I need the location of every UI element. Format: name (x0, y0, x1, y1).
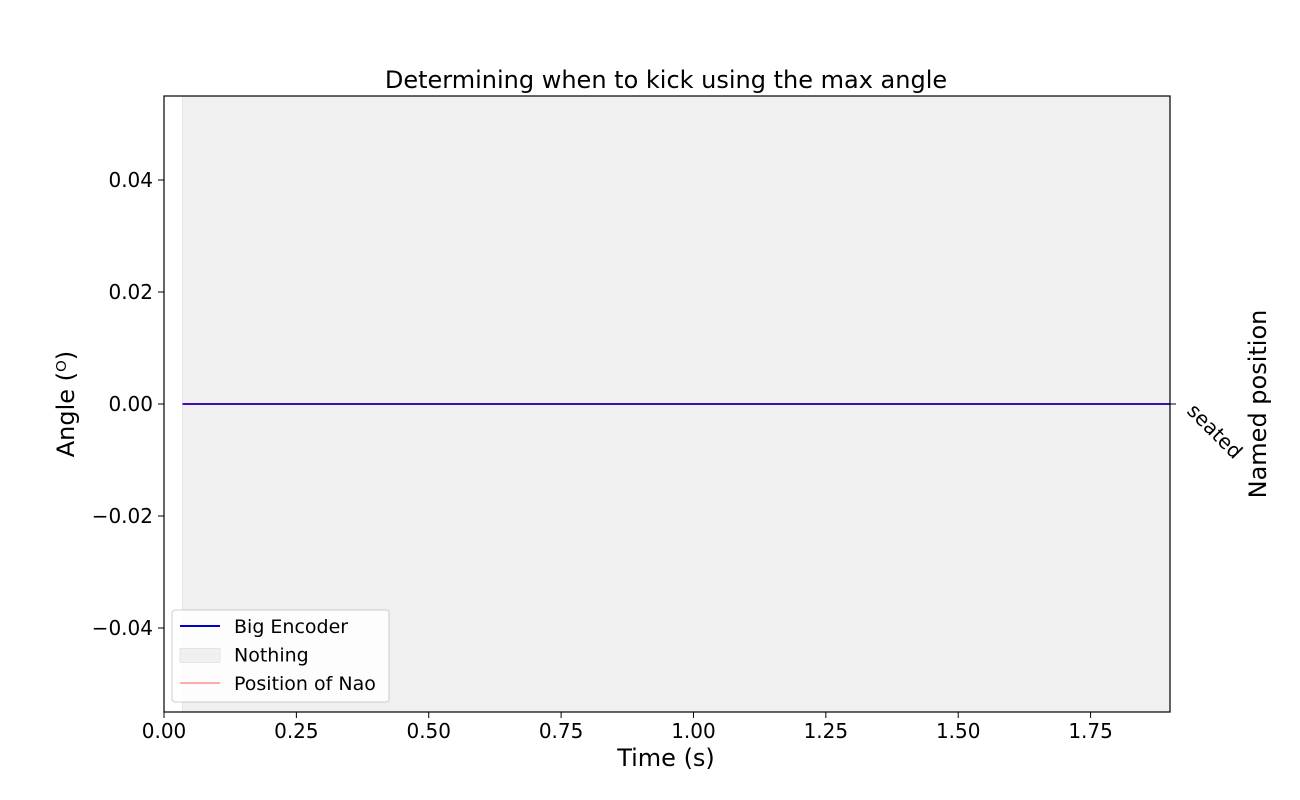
y-tick-label: −0.02 (92, 504, 153, 528)
x-tick-label: 0.75 (539, 719, 584, 743)
y-axis-title: Angle (ᴼ) (52, 351, 80, 458)
y-tick-label: 0.00 (108, 392, 153, 416)
x-tick-label: 0.25 (274, 719, 319, 743)
y-tick-label: 0.04 (108, 168, 153, 192)
x-tick-label: 0.00 (142, 719, 187, 743)
legend: Big Encoder Nothing Position of Nao (171, 609, 390, 703)
x-tick-label: 1.25 (804, 719, 849, 743)
right-axis-title: Named position (1244, 310, 1272, 499)
legend-label-nothing: Nothing (234, 645, 309, 667)
y-tick-label: 0.02 (108, 280, 153, 304)
right-tick-label: seated (1182, 399, 1247, 464)
legend-box (171, 609, 390, 703)
x-tick-label: 1.50 (936, 719, 981, 743)
x-axis-title: Time (s) (616, 744, 715, 772)
x-tick-label: 1.00 (671, 719, 716, 743)
x-tick-label: 0.50 (406, 719, 451, 743)
y-tick-label: −0.04 (92, 616, 153, 640)
chart-title: Determining when to kick using the max a… (385, 66, 947, 94)
x-tick-label: 1.75 (1068, 719, 1113, 743)
legend-label-big-encoder: Big Encoder (234, 616, 348, 638)
legend-label-position-of-nao: Position of Nao (234, 673, 376, 695)
legend-swatch-nothing (179, 648, 221, 663)
